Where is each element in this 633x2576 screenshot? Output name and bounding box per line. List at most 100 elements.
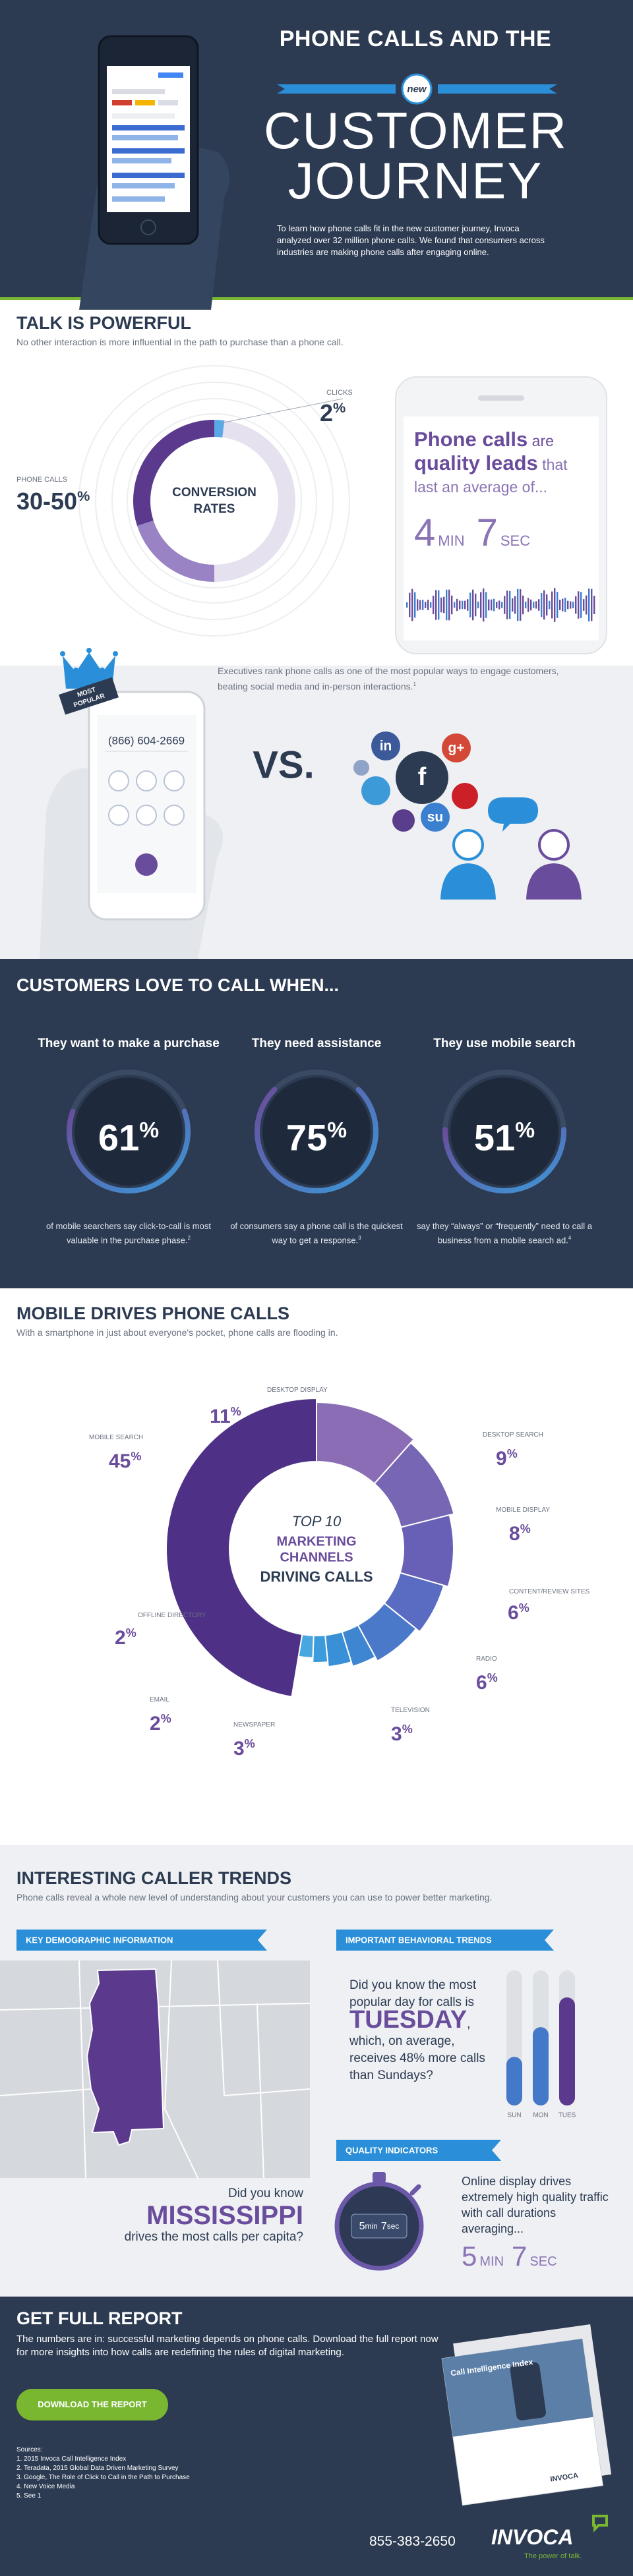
sound-wave-bar: [551, 591, 553, 619]
mississippi: [86, 1968, 165, 2146]
header-title-2: CUSTOMER: [264, 101, 568, 159]
clicks-value: 2%: [320, 399, 346, 427]
watch-sec: 7: [381, 2221, 387, 2232]
section-title: TALK IS POWERFUL: [16, 313, 191, 333]
sound-wave-bar: [496, 602, 498, 608]
keypad-button: [108, 805, 129, 826]
phone-calls-arc-high: [137, 520, 215, 582]
ribbon-text: KEY DEMOGRAPHIC INFORMATION: [26, 1935, 173, 1945]
badge-text: new: [407, 84, 427, 95]
section-subtitle: With a smartphone in just about everyone…: [16, 1327, 338, 1338]
sound-wave-bar: [483, 588, 485, 622]
sound-wave-bar: [417, 599, 419, 611]
social-icon-label: su: [427, 810, 443, 825]
sound-wave-bar: [525, 601, 527, 609]
crown-jewel: [60, 651, 65, 656]
customer-unit: %: [327, 1118, 347, 1143]
clicks-number: 2: [320, 399, 334, 426]
download-button[interactable]: DOWNLOAD THE REPORT: [16, 2389, 168, 2420]
slice-label: TELEVISION: [391, 1707, 430, 1714]
screen-item: [158, 100, 178, 105]
sound-wave-bar: [512, 598, 514, 612]
source-item: 5. See 1: [16, 2492, 42, 2500]
header-title-3: JOURNEY: [287, 152, 543, 210]
crown-band: [59, 677, 119, 715]
duration-sec-unit: SEC: [500, 532, 531, 549]
customer-ring: [442, 1127, 566, 1193]
slice-unit: %: [518, 1601, 529, 1615]
phone-button: [140, 219, 156, 235]
duration-min-unit: MIN: [479, 2254, 504, 2269]
mobile-bg: [0, 1288, 633, 1845]
sound-wave-bar: [562, 598, 564, 612]
customer-circle: [450, 1077, 558, 1186]
screen-item: [112, 74, 152, 79]
screen-item: [112, 148, 185, 154]
crown: [63, 652, 115, 689]
sound-wave-bar: [514, 596, 516, 614]
watch-display: [351, 2214, 407, 2239]
slice-number: 2: [115, 1627, 126, 1649]
section-subtitle: Phone calls reveal a whole new level of …: [16, 1892, 493, 1903]
cover-hand: [510, 2362, 546, 2420]
donut-slice: [399, 1514, 454, 1588]
customer-text: of mobile searchers say click-to-call is…: [46, 1221, 211, 1245]
slice-unit: %: [487, 1671, 498, 1684]
screen-item: [112, 173, 185, 178]
sound-wave-bar: [467, 599, 469, 611]
sound-wave-bar: [485, 592, 487, 618]
slice-number: 11: [210, 1406, 231, 1427]
behavioral-part: Did you know the most popular day for ca…: [349, 1978, 477, 2009]
donut-center-3: CHANNELS: [280, 1550, 353, 1564]
slice-value: 2%: [150, 1712, 171, 1735]
source-item: 4. New Voice Media: [16, 2483, 75, 2490]
keypad-button: [136, 805, 157, 826]
demographic-part: Did you know: [227, 2187, 303, 2200]
sound-wave-bar: [549, 600, 551, 610]
deco-ring: [127, 413, 302, 588]
state-line: [0, 2088, 93, 2096]
customer-footnote: 2: [187, 1235, 191, 1241]
sound-wave-bar: [572, 602, 574, 608]
donut-slice: [312, 1634, 329, 1664]
slice-number: 3: [233, 1738, 245, 1760]
slice-label: MOBILE SEARCH: [89, 1434, 144, 1441]
person-body: [526, 863, 582, 900]
sound-wave-bar: [509, 590, 511, 619]
crown-jewel: [100, 668, 105, 673]
sound-wave-bar: [425, 602, 427, 608]
duration-sec: 7: [512, 2241, 528, 2272]
slice-label: DESKTOP SEARCH: [483, 1431, 543, 1439]
customer-value: 75%: [251, 1110, 382, 1159]
source-item: 2. Teradata, 2015 Global Data Driven Mar…: [16, 2465, 179, 2472]
slice-unit: %: [125, 1626, 136, 1640]
brand-tagline: The power of talk.: [524, 2552, 582, 2560]
sound-wave-bar: [517, 588, 519, 621]
slice-number: 8: [509, 1523, 520, 1545]
bar: [559, 1997, 575, 2105]
sound-wave-bar: [533, 602, 535, 608]
sound-wave-bar: [498, 600, 500, 610]
report-text: The numbers are in: successful marketing…: [16, 2333, 438, 2358]
sound-wave-bar: [414, 592, 416, 618]
keypad-button: [164, 770, 185, 791]
sound-wave-bar: [435, 590, 437, 620]
customer-heading: They use mobile search: [433, 1037, 576, 1050]
slice-value: 8%: [509, 1522, 531, 1545]
customer-number: 75: [286, 1116, 328, 1159]
duration-sec: 7: [476, 511, 498, 554]
slice-unit: %: [520, 1522, 531, 1535]
state-line: [217, 1960, 311, 2097]
person-head: [538, 829, 570, 861]
customer-heading: They want to make a purchase: [38, 1037, 220, 1050]
watch-min-unit: min: [365, 2221, 377, 2231]
sound-wave-bar: [554, 588, 556, 622]
person-body: [440, 863, 496, 900]
customer-circle: [75, 1077, 183, 1186]
behavioral-part: , which, on average, receives 48% more c…: [349, 2017, 485, 2082]
social-icon-plain: [392, 809, 415, 832]
bar-label: TUES: [558, 2112, 576, 2119]
customer-ring: [255, 1087, 378, 1193]
